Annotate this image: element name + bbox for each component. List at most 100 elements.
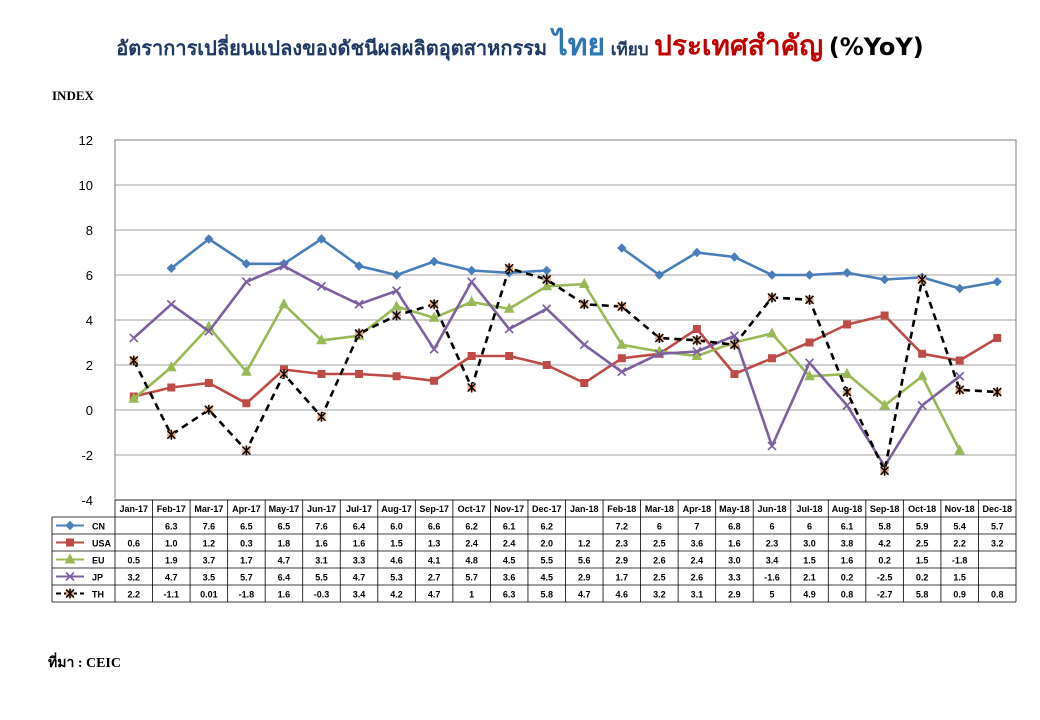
marker-shape xyxy=(692,346,702,357)
x-tick-label: Apr-18 xyxy=(683,504,712,514)
table-cell-value: 3.1 xyxy=(315,556,328,566)
table-cell-value: 6 xyxy=(769,522,774,532)
source-note: ที่มา : CEIC xyxy=(48,656,121,671)
marker-shape xyxy=(692,325,701,333)
data-point-marker xyxy=(279,261,289,271)
marker-shape xyxy=(467,382,477,393)
marker-shape xyxy=(355,370,364,378)
data-point-marker xyxy=(241,277,251,287)
x-tick-label: Oct-17 xyxy=(458,504,486,514)
table-cell-value: 6.8 xyxy=(728,522,741,532)
marker-shape xyxy=(617,354,626,363)
marker-shape xyxy=(64,553,76,564)
data-point-marker xyxy=(842,387,852,397)
table-cell-value: 5.9 xyxy=(916,522,929,532)
marker-shape xyxy=(992,277,1002,287)
table-cell-value: 2.6 xyxy=(691,573,704,583)
table-cell-value: 1.9 xyxy=(165,556,178,566)
table-cell-value: 6.4 xyxy=(278,573,291,583)
table-cell-value: 1.7 xyxy=(240,556,253,566)
marker-shape xyxy=(580,379,589,387)
data-point-marker xyxy=(467,352,476,360)
table-cell-value: 2.9 xyxy=(616,556,629,566)
table-cell-value: -1.8 xyxy=(239,590,255,600)
marker-shape xyxy=(918,349,927,358)
table-cell-value: 6.2 xyxy=(465,522,478,532)
data-point-marker xyxy=(204,379,213,387)
table-cell-value: 5.4 xyxy=(953,522,966,532)
marker-shape xyxy=(579,299,589,310)
data-point-marker xyxy=(580,379,589,387)
y-tick-label: -4 xyxy=(81,493,93,508)
x-tick-label: Nov-18 xyxy=(945,504,975,514)
legend-label-eu: EU xyxy=(92,556,105,566)
table-cell-value: 6.4 xyxy=(353,522,366,532)
table-cell-value: 6.0 xyxy=(390,522,403,532)
data-point-marker xyxy=(542,304,552,314)
table-cell-value: 0.2 xyxy=(841,573,854,583)
title-compare: เทียบ xyxy=(610,40,649,60)
marker-shape xyxy=(842,387,852,397)
marker-shape xyxy=(354,261,364,271)
data-point-marker xyxy=(954,444,966,455)
table-cell-value: 2.5 xyxy=(916,539,929,549)
data-point-marker xyxy=(654,333,664,343)
marker-shape xyxy=(467,277,477,287)
series-line-th xyxy=(132,267,998,473)
marker-shape xyxy=(804,270,815,280)
marker-shape xyxy=(391,270,402,280)
data-point-marker xyxy=(241,259,252,269)
table-cell-value: 1.6 xyxy=(278,590,291,600)
marker-shape xyxy=(429,256,439,267)
table-cell-value: 5.8 xyxy=(878,522,891,532)
marker-shape xyxy=(691,349,703,360)
data-point-marker xyxy=(767,270,777,280)
table-cell-value: 5.6 xyxy=(578,556,591,566)
marker-shape xyxy=(992,387,1002,397)
title-thai: ไทย xyxy=(552,28,606,63)
legend-label-cn: CN xyxy=(92,522,105,532)
table-cell-value: 0.01 xyxy=(200,590,218,600)
x-tick-label: Jul-17 xyxy=(346,504,372,514)
data-point-marker xyxy=(880,311,889,320)
title-main: อัตราการเปลี่ยนแปลงของดัชนีผลผลิตอุตสาหก… xyxy=(116,36,548,60)
marker-shape xyxy=(316,334,327,345)
data-point-marker xyxy=(579,340,589,350)
table-cell-value: 1.3 xyxy=(428,539,441,549)
data-point-marker xyxy=(955,356,964,365)
data-point-marker xyxy=(617,301,627,312)
y-tick-label: -2 xyxy=(81,448,93,463)
marker-shape xyxy=(730,370,739,378)
marker-shape xyxy=(767,270,777,280)
data-point-marker xyxy=(504,263,514,274)
data-point-marker xyxy=(428,311,440,322)
x-tick-label: Dec-18 xyxy=(982,504,1012,514)
data-point-marker xyxy=(805,294,815,305)
table-cell-value: 2.2 xyxy=(953,539,966,549)
table-cell-value: 2.9 xyxy=(728,590,741,600)
table-cell-value: 4.7 xyxy=(165,573,178,583)
marker-shape xyxy=(917,400,927,411)
table-cell-value: 4.1 xyxy=(428,556,441,566)
table-cell-value: 7.2 xyxy=(616,522,629,532)
table-cell-value: 2.0 xyxy=(540,539,553,549)
data-point-marker xyxy=(542,361,551,369)
data-point-marker xyxy=(65,520,75,531)
data-point-marker xyxy=(542,274,552,285)
marker-shape xyxy=(503,302,515,313)
x-tick-label: Sep-17 xyxy=(419,504,449,514)
data-point-marker xyxy=(692,247,702,258)
legend-label-jp: JP xyxy=(92,573,103,583)
table-cell-value: 0.2 xyxy=(916,573,929,583)
table-cell-value: 2.2 xyxy=(128,590,141,600)
data-point-marker xyxy=(804,270,815,280)
marker-shape xyxy=(766,327,778,338)
data-point-marker xyxy=(65,571,75,582)
table-cell-value: 5.7 xyxy=(991,522,1004,532)
marker-shape xyxy=(165,361,177,372)
data-point-marker xyxy=(729,331,740,341)
data-point-marker xyxy=(841,367,853,378)
table-cell-value: 0.3 xyxy=(240,539,253,549)
marker-shape xyxy=(954,444,966,455)
